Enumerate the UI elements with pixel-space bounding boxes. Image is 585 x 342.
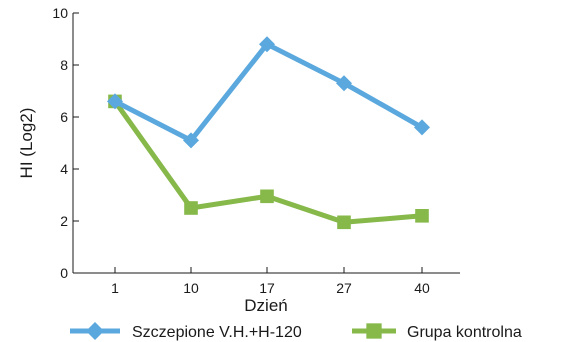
y-ticks: 0 2 4 6 8 10	[52, 5, 79, 281]
diamond-marker	[86, 322, 104, 340]
square-marker	[337, 215, 351, 230]
legend: Szczepione V.H.+H-120 Grupa kontrolna	[70, 322, 522, 341]
square-marker	[184, 201, 198, 215]
legend-item-2: Grupa kontrolna	[352, 323, 522, 341]
series-group	[107, 36, 430, 230]
axes	[72, 13, 460, 274]
y-tick-label: 2	[60, 213, 68, 229]
x-tick-label: 40	[414, 280, 430, 296]
series-1	[107, 36, 430, 149]
y-tick-label: 8	[60, 57, 68, 73]
diamond-marker	[336, 75, 352, 92]
x-ticks: 1 10 17 27 40	[111, 267, 430, 296]
legend-item-1: Szczepione V.H.+H-120	[70, 322, 302, 341]
diamond-marker	[183, 132, 199, 149]
series-2	[108, 94, 429, 230]
diamond-marker	[107, 93, 123, 110]
y-tick-label: 6	[60, 109, 68, 125]
x-tick-label: 1	[111, 280, 119, 296]
square-marker	[260, 189, 274, 204]
square-marker	[415, 209, 429, 223]
y-tick-label: 4	[60, 161, 68, 177]
y-axis-title: HI (Log2)	[17, 108, 36, 179]
diamond-marker	[259, 36, 275, 53]
legend-label: Grupa kontrolna	[407, 324, 522, 341]
x-tick-label: 27	[336, 280, 352, 296]
x-tick-label: 17	[259, 280, 275, 296]
x-axis-title: Dzień	[244, 296, 287, 315]
series-line	[113, 41, 424, 143]
y-tick-label: 0	[60, 265, 68, 281]
diamond-marker	[414, 119, 430, 136]
legend-label: Szczepione V.H.+H-120	[132, 324, 302, 341]
square-marker	[366, 323, 382, 339]
series-line	[112, 99, 423, 225]
y-tick-label: 10	[52, 5, 68, 21]
x-tick-label: 10	[183, 280, 199, 296]
